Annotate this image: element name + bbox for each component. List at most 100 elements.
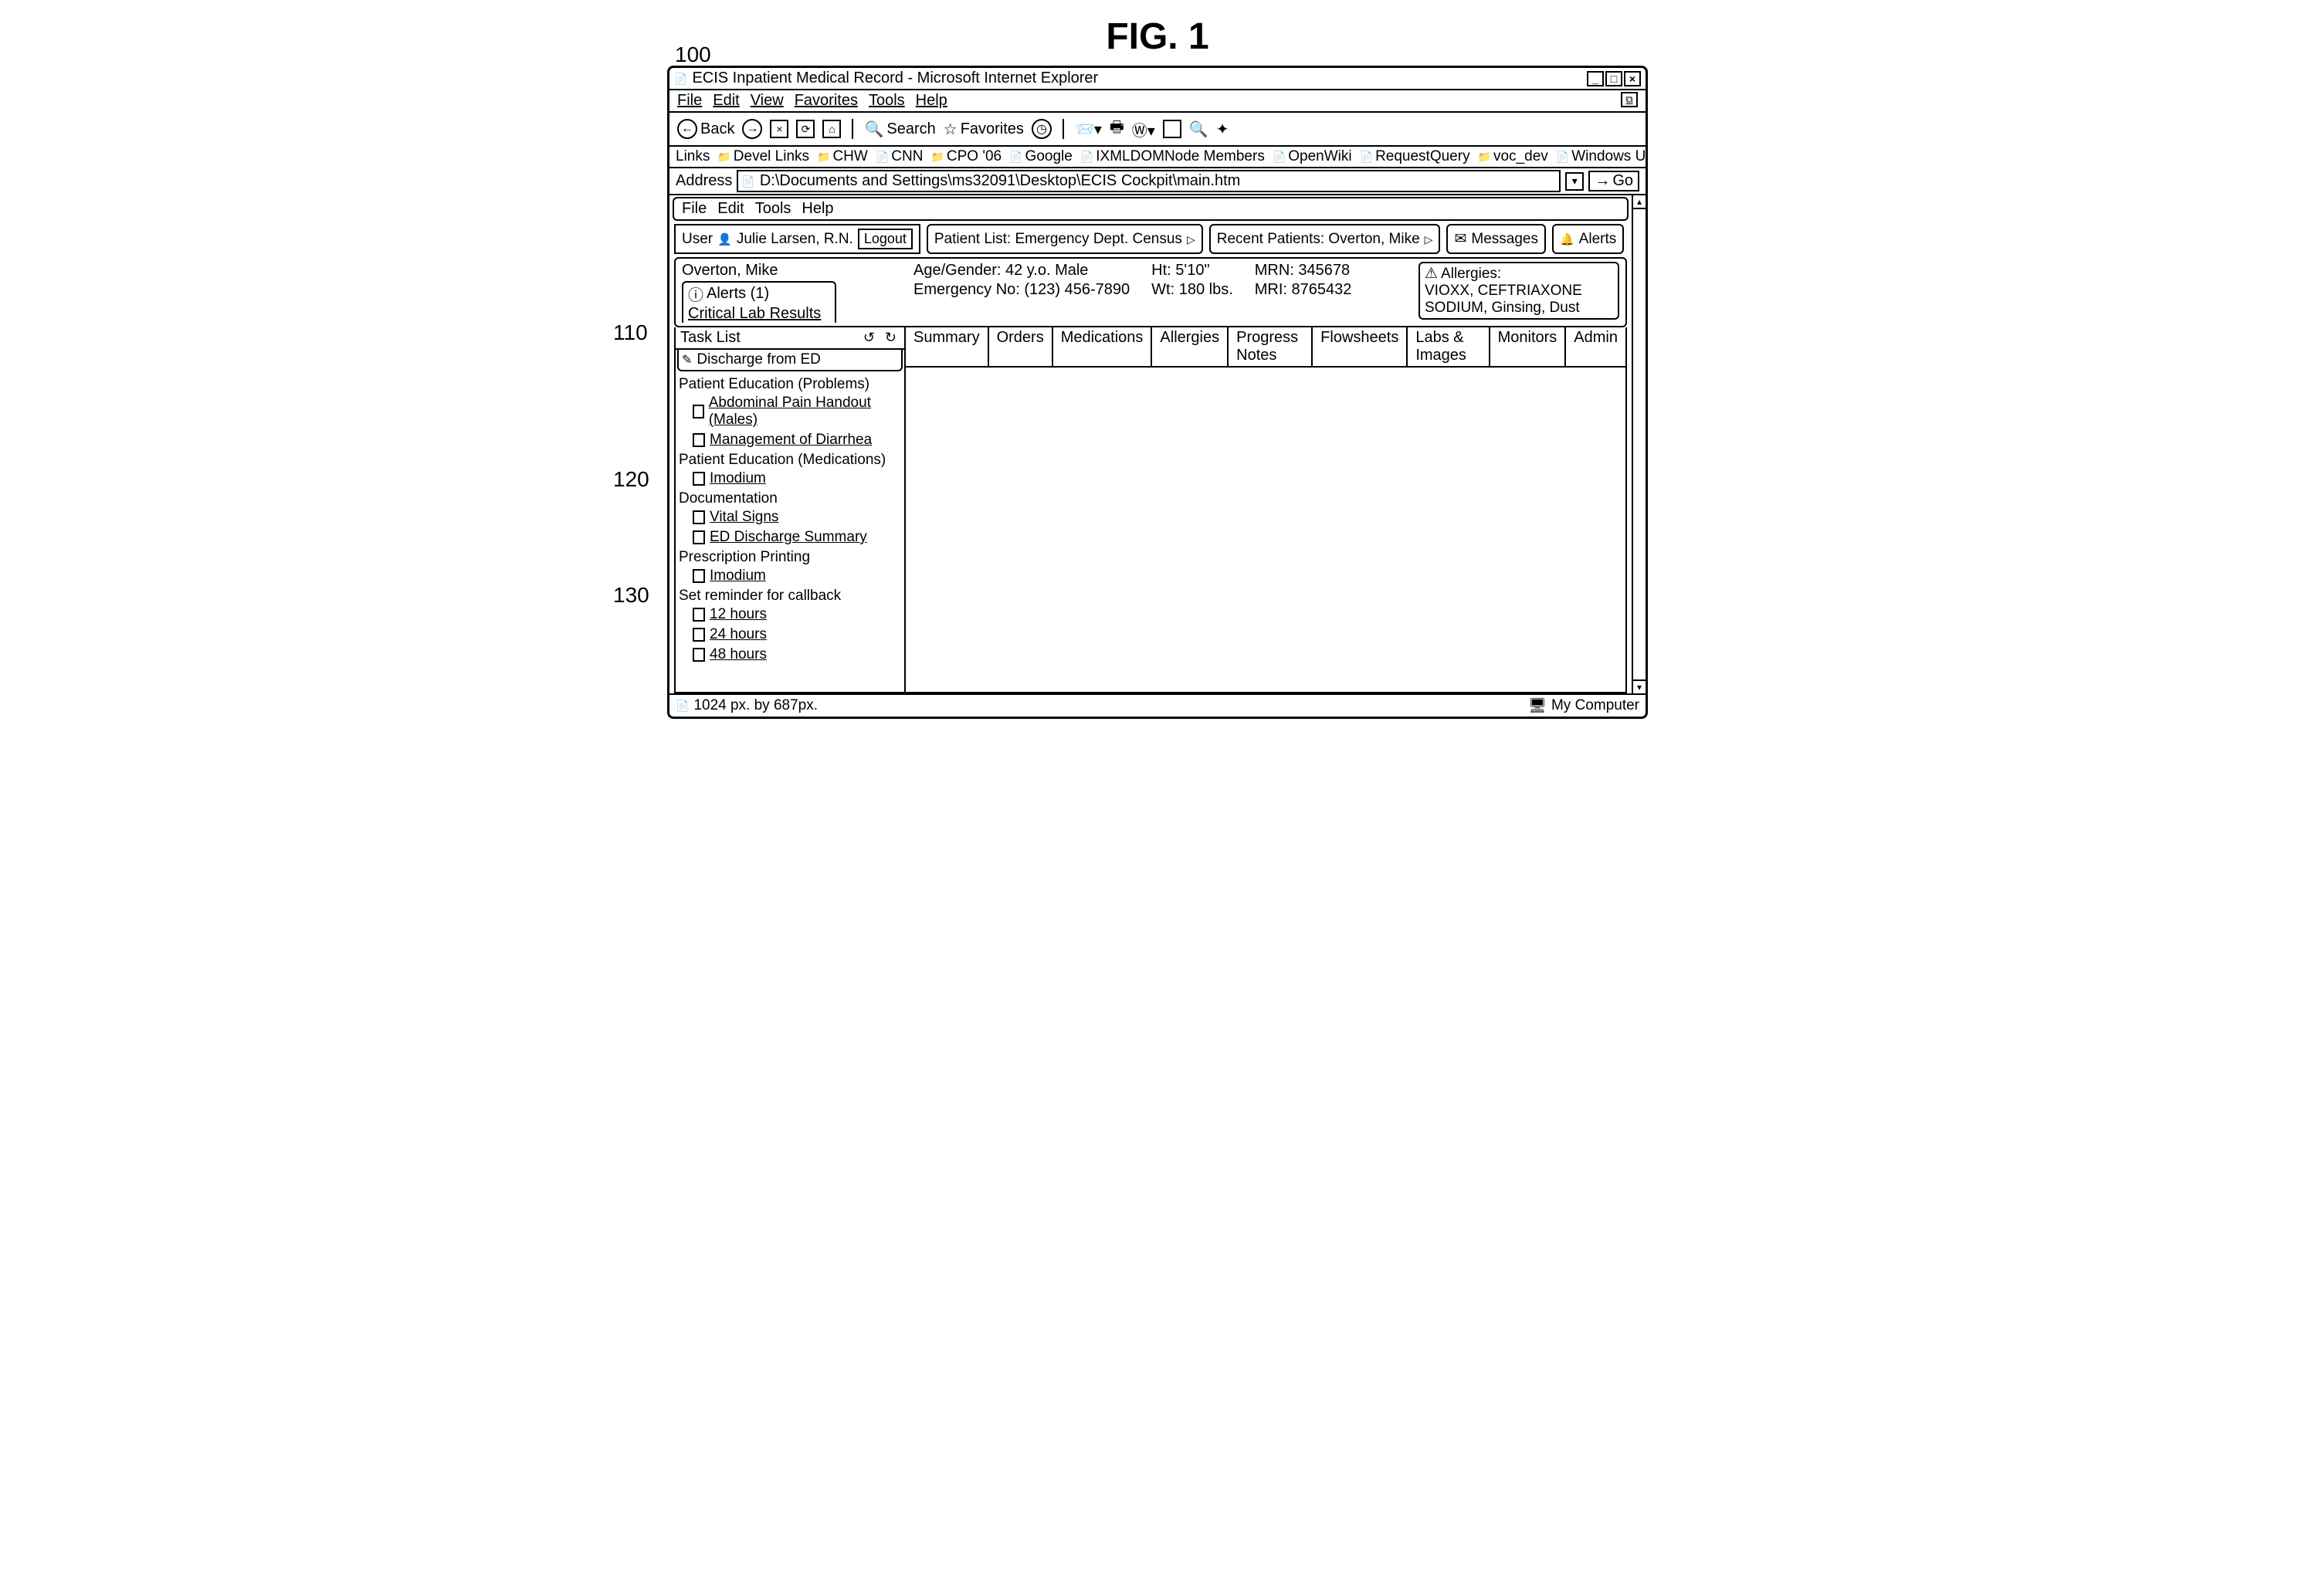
history-button[interactable]: ◷	[1032, 119, 1052, 139]
minimize-button[interactable]: _	[1587, 71, 1604, 86]
edit-button[interactable]: Ⓦ▾	[1132, 118, 1155, 141]
tab-allergies[interactable]: Allergies	[1152, 327, 1229, 366]
critical-lab-link[interactable]: Critical Lab Results	[688, 305, 830, 323]
envelope-icon	[1454, 230, 1466, 248]
address-input[interactable]: D:\Documents and Settings\ms32091\Deskto…	[737, 170, 1561, 192]
nav-arrows-icon[interactable]: ↺ ↻	[863, 330, 900, 346]
tab-labs-images[interactable]: Labs & Images	[1408, 327, 1490, 366]
app-menu-tools[interactable]: Tools	[755, 200, 791, 218]
stop-button[interactable]: ×	[770, 120, 788, 138]
menu-help[interactable]: Help	[916, 92, 947, 110]
allergies-header: Allergies:	[1441, 266, 1501, 283]
mrn: MRN: 345678	[1255, 262, 1352, 280]
user-label: User	[682, 231, 713, 248]
search-button[interactable]: 🔍Search	[864, 120, 935, 139]
fig-label-110: 110	[613, 320, 648, 345]
tab-monitors[interactable]: Monitors	[1490, 327, 1567, 366]
task-item-label: 12 hours	[710, 606, 767, 623]
menu-tools[interactable]: Tools	[869, 92, 905, 110]
task-item[interactable]: Abdominal Pain Handout (Males)	[676, 393, 904, 430]
favorites-button[interactable]: ☆Favorites	[944, 120, 1024, 139]
patient-alerts-box[interactable]: Alerts (1) Critical Lab Results	[682, 281, 836, 323]
window-titlebar: ECIS Inpatient Medical Record - Microsof…	[669, 68, 1646, 90]
task-item[interactable]: ED Discharge Summary	[676, 527, 904, 547]
forward-button[interactable]: →	[742, 119, 762, 139]
print-button[interactable]: 🖶	[1110, 116, 1124, 142]
mail-button[interactable]: 📨▾	[1075, 120, 1102, 139]
link-item[interactable]: voc_dev	[1478, 148, 1548, 165]
task-item[interactable]: Imodium	[676, 469, 904, 489]
close-button[interactable]: ×	[1624, 71, 1641, 86]
address-dropdown-button[interactable]: ▾	[1565, 172, 1584, 191]
link-item[interactable]: CHW	[817, 148, 868, 165]
tab-orders[interactable]: Orders	[989, 327, 1053, 366]
link-item[interactable]: CNN	[876, 148, 924, 165]
home-button[interactable]: ⌂	[822, 120, 841, 138]
link-item[interactable]: OpenWiki	[1273, 148, 1352, 165]
page-icon	[1009, 148, 1022, 165]
task-item[interactable]: Vital Signs	[676, 507, 904, 527]
task-item[interactable]: Management of Diarrhea	[676, 430, 904, 450]
task-item[interactable]: 12 hours	[676, 605, 904, 625]
menu-edit[interactable]: Edit	[713, 92, 739, 110]
task-item[interactable]: 48 hours	[676, 645, 904, 665]
tab-progress-notes[interactable]: Progress Notes	[1229, 327, 1313, 366]
recent-patients-box[interactable]: Recent Patients: Overton, Mike	[1209, 224, 1441, 254]
scroll-up-button[interactable]: ▴	[1633, 195, 1646, 209]
alerts-label: Alerts	[1579, 231, 1617, 248]
discharge-label: Discharge from ED	[697, 351, 821, 368]
refresh-button[interactable]: ⟳	[796, 120, 815, 138]
maximize-button[interactable]: □	[1605, 71, 1622, 86]
app-menu-help[interactable]: Help	[802, 200, 833, 218]
menu-file[interactable]: File	[677, 92, 702, 110]
task-section-header: Prescription Printing	[676, 547, 904, 566]
go-button[interactable]: →Go	[1588, 171, 1639, 191]
bell-icon	[1560, 231, 1574, 248]
folder-icon	[717, 148, 730, 165]
browser-window: ECIS Inpatient Medical Record - Microsof…	[667, 66, 1648, 719]
allergies-box[interactable]: Allergies: VIOXX, CEFTRIAXONE SODIUM, Gi…	[1418, 262, 1619, 320]
height: Ht: 5'10"	[1151, 262, 1233, 280]
vertical-scrollbar[interactable]: ▴ ▾	[1632, 195, 1646, 693]
fig-label-130: 130	[613, 583, 649, 608]
app-menu-edit[interactable]: Edit	[717, 200, 744, 218]
tab-admin[interactable]: Admin	[1566, 327, 1625, 366]
discuss-button[interactable]	[1163, 120, 1181, 138]
task-item[interactable]: 24 hours	[676, 625, 904, 645]
link-item[interactable]: Windows Update	[1556, 148, 1646, 165]
figure-title: FIG. 1	[1106, 15, 1208, 58]
patient-list-box[interactable]: Patient List: Emergency Dept. Census	[927, 224, 1203, 254]
content-blank	[906, 368, 1625, 692]
discharge-task[interactable]: Discharge from ED	[677, 350, 903, 371]
tab-medications[interactable]: Medications	[1053, 327, 1153, 366]
messenger-button[interactable]: ✦	[1216, 120, 1229, 139]
back-button[interactable]: ← Back	[677, 119, 734, 139]
scroll-down-button[interactable]: ▾	[1633, 679, 1646, 693]
menu-favorites[interactable]: Favorites	[795, 92, 858, 110]
link-item[interactable]: IXMLDOMNode Members	[1080, 148, 1265, 165]
folder-icon	[817, 148, 830, 165]
alerts-box[interactable]: Alerts	[1552, 224, 1624, 254]
logout-button[interactable]: Logout	[858, 229, 913, 249]
user-icon	[717, 231, 732, 248]
folder-icon	[1478, 148, 1491, 165]
menu-view[interactable]: View	[751, 92, 784, 110]
app-menu-file[interactable]: File	[682, 200, 707, 218]
task-item-label: 48 hours	[710, 646, 767, 663]
ie-toolbar: ← Back → × ⟳ ⌂ 🔍Search ☆Favorites ◷ 📨▾ 🖶…	[669, 113, 1646, 147]
recent-patients-label: Recent Patients: Overton, Mike	[1217, 231, 1420, 248]
page-icon	[1080, 148, 1093, 165]
fig-label-100: 100	[675, 42, 711, 67]
link-item[interactable]: Google	[1009, 148, 1073, 165]
link-item[interactable]: CPO '06	[930, 148, 1002, 165]
page-icon	[1556, 148, 1569, 165]
messages-box[interactable]: Messages	[1446, 224, 1546, 254]
task-item[interactable]: Imodium	[676, 566, 904, 586]
link-item[interactable]: RequestQuery	[1360, 148, 1470, 165]
tab-flowsheets[interactable]: Flowsheets	[1313, 327, 1408, 366]
research-button[interactable]: 🔍	[1189, 120, 1208, 139]
allergies-list: VIOXX, CEFTRIAXONE SODIUM, Ginsing, Dust	[1425, 283, 1613, 317]
tab-summary[interactable]: Summary	[906, 327, 989, 366]
task-item-label: Imodium	[710, 470, 766, 487]
link-item[interactable]: Devel Links	[717, 148, 809, 165]
